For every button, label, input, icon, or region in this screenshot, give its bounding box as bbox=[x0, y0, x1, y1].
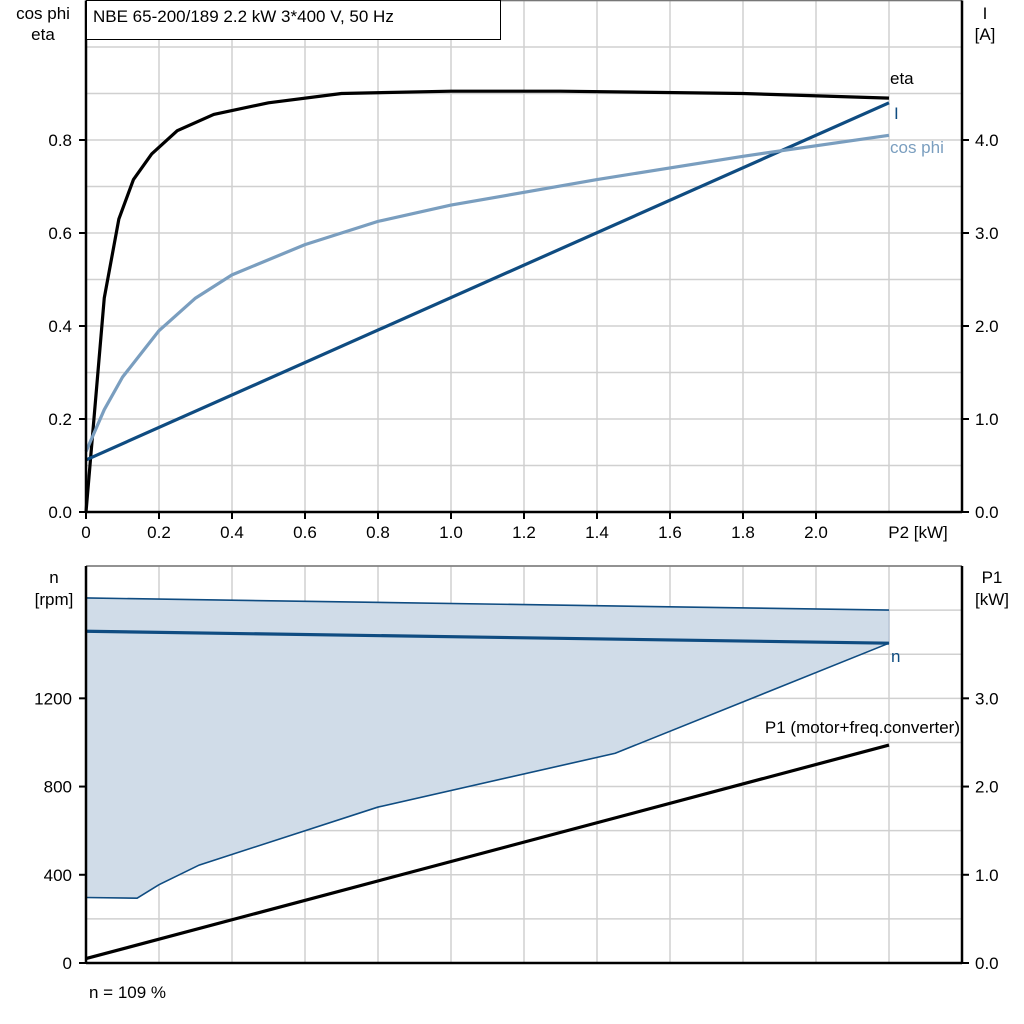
y2-axis-label-line1: I bbox=[983, 4, 988, 23]
y2-tick-label: 3.0 bbox=[975, 224, 999, 243]
y-axis-label-bottom-line2: [rpm] bbox=[35, 590, 74, 609]
y2-axis-label-bottom-line1: P1 bbox=[982, 568, 1003, 587]
series-label-current: I bbox=[894, 104, 899, 123]
labels: NBE 65-200/189 2.2 kW 3*400 V, 50 Hz cos… bbox=[16, 0, 1009, 1002]
x-tick-label: 1.2 bbox=[512, 523, 536, 542]
y2-tick-label: 2.0 bbox=[975, 778, 999, 797]
series-line-p1 bbox=[85, 743, 890, 961]
series-line-n bbox=[85, 629, 890, 645]
y-tick-label: 0.8 bbox=[48, 131, 72, 150]
y-tick-label: 1200 bbox=[34, 689, 72, 708]
series-line-eta bbox=[84, 89, 890, 513]
series-label-cos-phi: cos phi bbox=[890, 138, 944, 157]
y2-tick-label: 3.0 bbox=[975, 689, 999, 708]
x-tick-label: 0.8 bbox=[366, 523, 390, 542]
y-axis-label-line1: cos phi bbox=[16, 4, 70, 23]
y-tick-label: 0 bbox=[63, 954, 72, 973]
x-tick-label: 1.0 bbox=[439, 523, 463, 542]
x-tick-label: 1.6 bbox=[658, 523, 682, 542]
y2-axis-label-bottom-line2: [kW] bbox=[975, 590, 1009, 609]
series-line-cos bbox=[84, 133, 890, 453]
y2-tick-label: 2.0 bbox=[975, 317, 999, 336]
y2-tick-label: 0.0 bbox=[975, 503, 999, 522]
grid bbox=[86, 0, 962, 963]
y-tick-label: 0.4 bbox=[48, 317, 72, 336]
speed-min-line bbox=[85, 642, 890, 899]
series-line-i bbox=[85, 101, 890, 462]
y2-axis-label-line2: [A] bbox=[975, 25, 996, 44]
series bbox=[84, 89, 890, 961]
x-tick-label: 0.6 bbox=[293, 523, 317, 542]
y-axis-label-line2: eta bbox=[31, 25, 55, 44]
chart-title: NBE 65-200/189 2.2 kW 3*400 V, 50 Hz bbox=[93, 7, 394, 26]
y2-tick-label: 0.0 bbox=[975, 954, 999, 973]
series-label-p1: P1 (motor+freq.converter) bbox=[765, 718, 960, 737]
series-label-n: n bbox=[891, 647, 900, 666]
y-tick-label: 0.0 bbox=[48, 503, 72, 522]
title-box bbox=[86, 0, 501, 40]
y2-tick-label: 1.0 bbox=[975, 866, 999, 885]
series-label-eta: eta bbox=[890, 69, 914, 88]
x-tick-label: 0.2 bbox=[147, 523, 171, 542]
footer-speed-percent: n = 109 % bbox=[89, 983, 166, 1002]
y-tick-label: 800 bbox=[44, 778, 72, 797]
speed-max-line bbox=[85, 597, 890, 611]
x-tick-label: 1.4 bbox=[585, 523, 609, 542]
x-tick-label: 0 bbox=[81, 523, 90, 542]
x-tick-label: 0.4 bbox=[220, 523, 244, 542]
y-tick-label: 0.6 bbox=[48, 224, 72, 243]
x-tick-label: 1.8 bbox=[731, 523, 755, 542]
x-tick-label: 2.0 bbox=[804, 523, 828, 542]
x-axis-label: P2 [kW] bbox=[888, 523, 948, 542]
y2-tick-label: 4.0 bbox=[975, 131, 999, 150]
axes bbox=[79, 0, 969, 965]
y-axis-label-bottom-line1: n bbox=[49, 568, 58, 587]
y2-tick-label: 1.0 bbox=[975, 410, 999, 429]
y-tick-label: 0.2 bbox=[48, 410, 72, 429]
y-tick-label: 400 bbox=[44, 866, 72, 885]
